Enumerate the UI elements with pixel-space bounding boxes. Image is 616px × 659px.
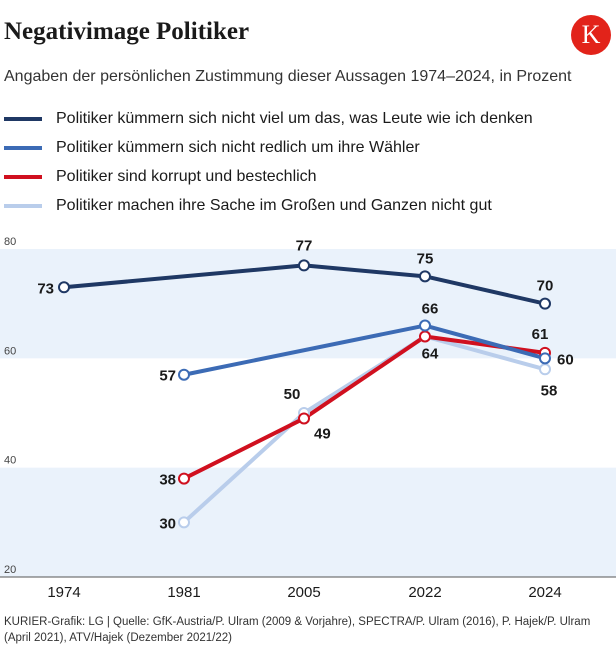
data-point	[298, 412, 310, 425]
x-tick-label: 1974	[47, 584, 80, 601]
legend: Politiker kümmern sich nicht viel um das…	[4, 104, 533, 220]
y-tick-label: 80	[4, 236, 16, 248]
data-point	[419, 330, 431, 343]
data-label: 38	[159, 472, 176, 489]
data-point	[178, 472, 190, 485]
legend-label: Politiker kümmern sich nicht redlich um …	[56, 138, 420, 156]
data-label: 64	[422, 345, 439, 362]
legend-label: Politiker sind korrupt und bestechlich	[56, 167, 317, 185]
legend-swatch	[4, 145, 42, 150]
series-line	[182, 334, 547, 481]
legend-swatch	[4, 116, 42, 121]
data-point	[178, 516, 190, 529]
data-label: 66	[422, 301, 439, 318]
background-band	[0, 467, 616, 577]
data-point	[539, 297, 551, 310]
y-tick-label: 60	[4, 345, 16, 357]
data-label: 50	[284, 386, 301, 403]
series-line	[182, 334, 547, 525]
x-tick-label: 2024	[528, 584, 561, 601]
legend-item: Politiker kümmern sich nicht viel um das…	[4, 104, 533, 133]
data-label: 75	[417, 250, 434, 267]
data-point	[539, 352, 551, 365]
data-label: 60	[557, 351, 574, 368]
data-point	[539, 363, 551, 376]
x-tick-label: 2005	[287, 584, 320, 601]
data-label: 73	[37, 280, 54, 297]
y-tick-label: 20	[4, 564, 16, 576]
legend-swatch	[4, 174, 42, 179]
y-tick-label: 40	[4, 455, 16, 467]
x-tick-label: 2022	[408, 584, 441, 601]
source-note: KURIER-Grafik: LG | Quelle: GfK-Austria/…	[4, 616, 591, 644]
data-label: 57	[159, 368, 176, 385]
x-tick-label: 1981	[167, 584, 200, 601]
legend-item: Politiker kümmern sich nicht redlich um …	[4, 133, 533, 162]
legend-swatch	[4, 203, 42, 208]
data-point	[419, 270, 431, 283]
data-label: 61	[532, 326, 549, 343]
data-label: 70	[537, 278, 554, 295]
data-point	[58, 281, 70, 294]
data-label: 49	[314, 425, 331, 442]
chart-title: Negativimage Politiker	[4, 18, 250, 45]
data-label: 30	[159, 515, 176, 532]
series-line	[62, 263, 547, 306]
chart-subtitle: Angaben der persönlichen Zustimmung dies…	[4, 68, 572, 85]
data-label: 77	[296, 237, 313, 254]
legend-item: Politiker sind korrupt und bestechlich	[4, 162, 533, 191]
legend-item: Politiker machen ihre Sache im Großen un…	[4, 191, 533, 220]
data-point	[298, 259, 310, 272]
data-point	[419, 319, 431, 332]
legend-label: Politiker kümmern sich nicht viel um das…	[56, 109, 533, 127]
data-point	[178, 368, 190, 381]
legend-label: Politiker machen ihre Sache im Großen un…	[56, 196, 492, 214]
kurier-logo: K	[571, 15, 611, 55]
data-label: 58	[541, 382, 558, 399]
